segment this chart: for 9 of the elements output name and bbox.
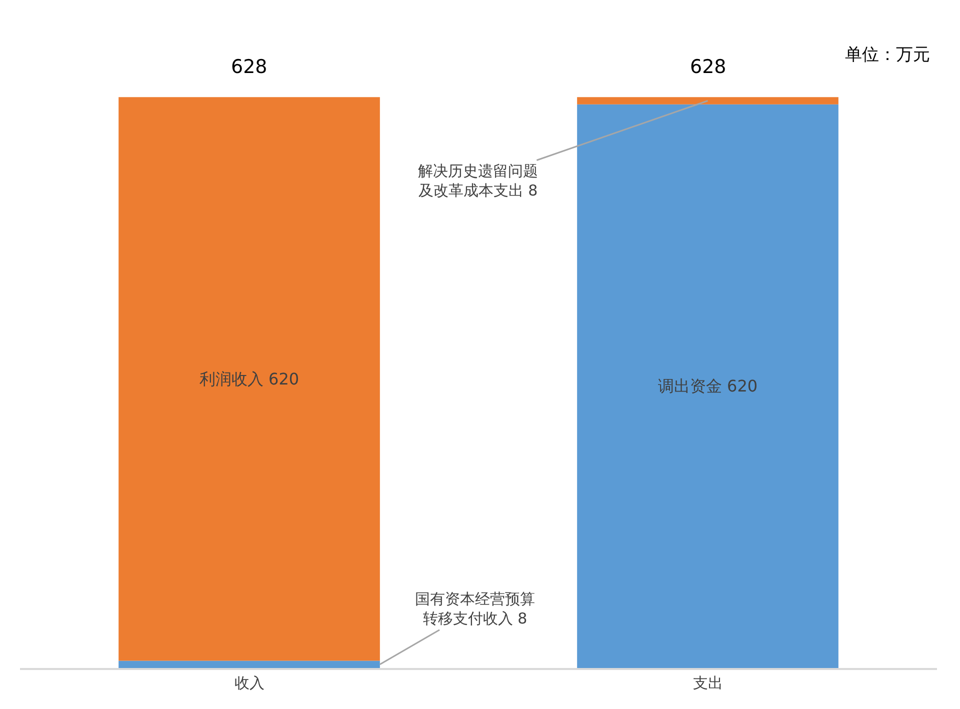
data-label: 解决历史遗留问题及改革成本支出 8 — [418, 162, 538, 200]
total-label: 628 — [690, 56, 726, 78]
x-tick-label: 收入 — [234, 674, 264, 692]
data-label: 调出资金 620 — [658, 376, 758, 396]
text: 单位：万元 — [845, 45, 930, 65]
x-tick-label: 支出 — [692, 674, 723, 692]
data-label: 利润收入 620 — [199, 369, 300, 388]
total-label: 628 — [231, 56, 268, 78]
data-label: 国有资本经营预算转移支付收入 8 — [415, 590, 535, 628]
